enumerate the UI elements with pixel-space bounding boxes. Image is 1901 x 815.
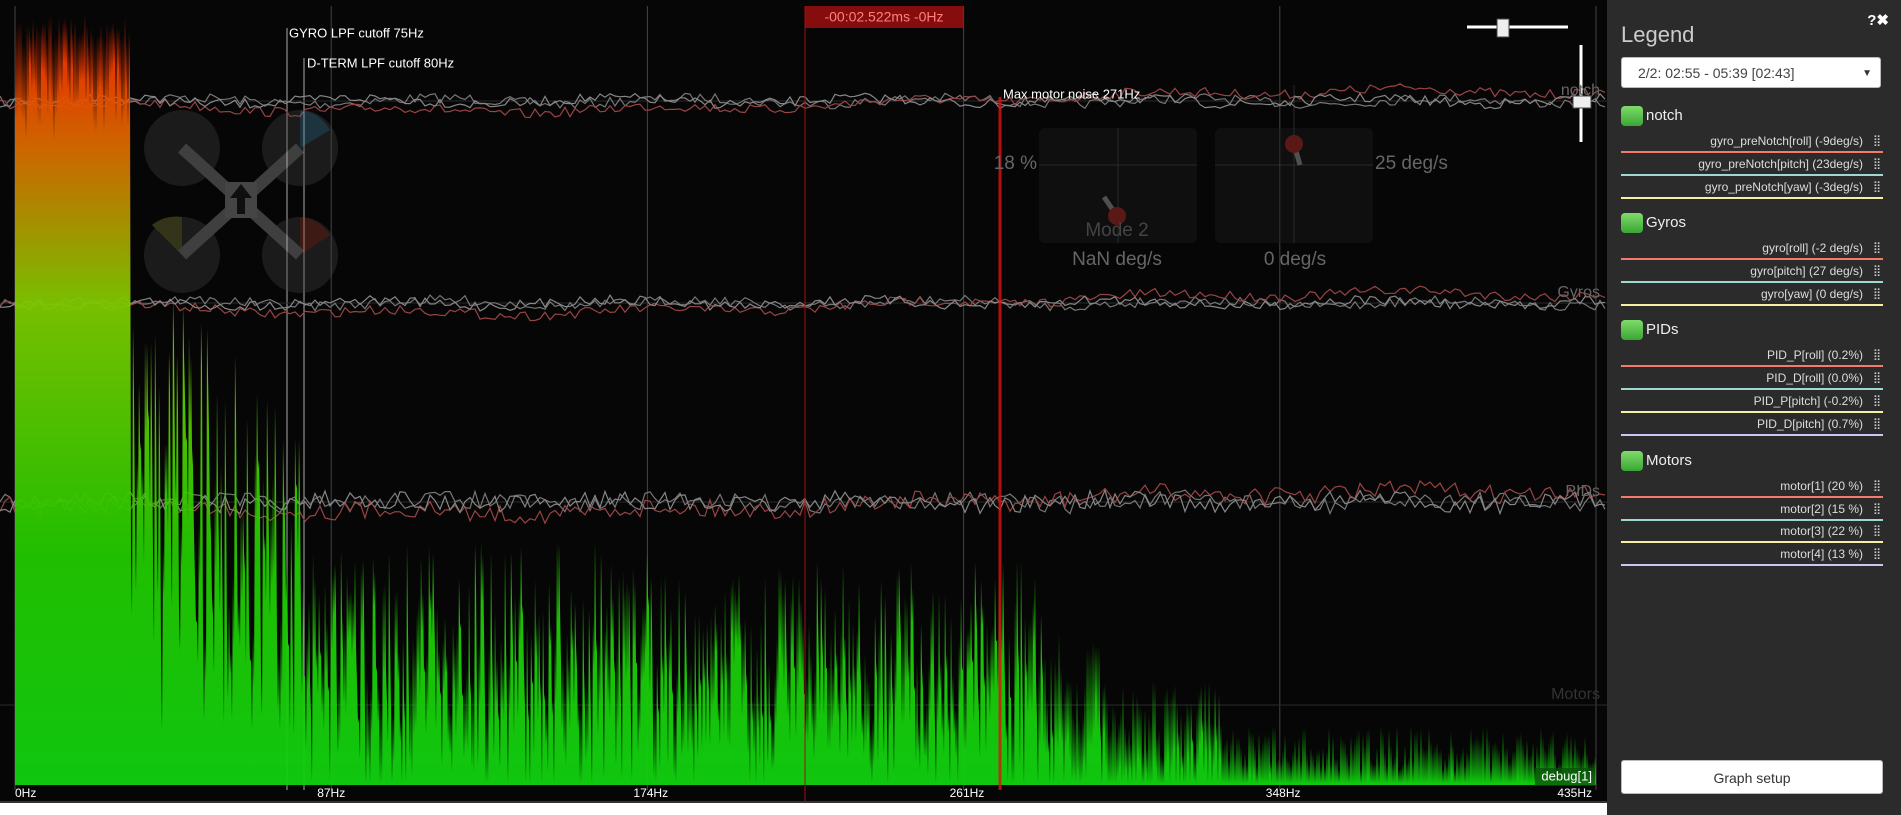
group-name: Gyros [1646,213,1687,231]
legend-item-text: PID_D[roll] (0.0%) [1766,371,1863,385]
legend-item-text: PID_P[pitch] (-0.2%) [1753,394,1863,408]
legend-group[interactable]: Motors [1621,451,1692,471]
frequency-tick: 348Hz [1266,786,1301,800]
trace [0,294,1606,312]
trace [0,285,1606,322]
legend-item[interactable]: gyro_preNotch[pitch] (23deg/s) ⣿ [1621,154,1883,176]
frequency-tick: 435Hz [1557,786,1592,800]
spectrum [15,14,1596,786]
analyser-icon[interactable]: ⣿ [1872,242,1881,254]
time-label-box [805,6,963,28]
throttle: 18 % [994,153,1037,174]
legend-item-text: gyro_preNotch[roll] (-9deg/s) [1710,134,1863,148]
group-toggle[interactable] [1621,451,1643,471]
analyser-icon[interactable]: ⣿ [1872,265,1881,277]
legend-item-text: PID_D[pitch] (0.7%) [1756,417,1863,431]
annotation: D-TERM LPF cutoff 80Hz [307,55,454,70]
trace [0,294,1606,312]
legend-item[interactable]: motor[3] (22 %) ⣿ [1621,521,1883,544]
craft-icon [144,110,338,293]
group-toggle[interactable] [1621,213,1643,233]
analyser-icon[interactable]: ⣿ [1872,480,1881,492]
trace [0,83,1606,119]
legend-group[interactable]: notch [1621,106,1683,126]
zoom-slider[interactable] [1467,18,1592,142]
legend-item[interactable]: gyro_preNotch[yaw] (-3deg/s) ⣿ [1621,177,1883,199]
legend-item[interactable]: PID_P[pitch] (-0.2%) ⣿ [1621,391,1883,413]
legend-group[interactable]: PIDs [1621,320,1679,340]
legend-item-text: gyro_preNotch[yaw] (-3deg/s) [1704,180,1863,194]
group-name: Motors [1646,451,1692,469]
group-toggle[interactable] [1621,106,1643,126]
analyser-icon[interactable]: ⣿ [1872,349,1881,361]
analyser-icon[interactable]: ⣿ [1872,288,1881,300]
analyser-icon[interactable]: ⣿ [1872,547,1881,560]
legend-item[interactable]: gyro[pitch] (27 deg/s) ⣿ [1621,261,1883,283]
legend-panel: Legend ?✖ 2/2: 02:55 - 05:39 [02:43] ▼ no… [1607,0,1901,815]
legend-item-text: motor[1] (20 %) [1780,479,1863,493]
analyser-icon[interactable]: ⣿ [1872,502,1881,515]
log-selector-text: 2/2: 02:55 - 05:39 [02:43] [1638,65,1795,81]
group-label: Gyros [1557,284,1600,301]
log-selector[interactable]: 2/2: 02:55 - 05:39 [02:43] ▼ [1621,57,1881,88]
group-name: notch [1646,106,1683,124]
graph-setup-button[interactable]: Graph setup [1621,760,1883,794]
legend-item[interactable]: motor[1] (20 %) ⣿ [1621,476,1883,498]
legend-item-text: gyro[yaw] (0 deg/s) [1760,287,1863,301]
analyser-icon[interactable]: ⣿ [1872,372,1881,384]
debug-label: debug[1] [1541,768,1592,783]
analyser-icon[interactable]: ⣿ [1872,525,1881,538]
graph: -00:02.522ms -0Hz GYRO LPF cutoff 75Hz D… [0,0,1607,803]
frequency-tick: 87Hz [317,786,345,800]
sticks [1039,85,1373,243]
analyser-icon[interactable]: ⣿ [1872,181,1881,193]
group-label: notch [1561,82,1600,99]
legend-item[interactable]: motor[4] (13 %) ⣿ [1621,544,1883,566]
legend-controls[interactable]: ?✖ [1867,12,1889,29]
legend-title: Legend [1621,22,1695,47]
right-rate: 0 deg/s [1264,249,1326,270]
group-name: PIDs [1646,320,1679,338]
legend-item[interactable]: motor[2] (15 %) ⣿ [1621,499,1883,521]
craft-readouts: 18 % 25 deg/s Mode 2 NaN deg/s 0 deg/s [994,153,1448,270]
group-label: PIDs [1565,483,1600,500]
left-rate: NaN deg/s [1072,249,1162,270]
analyser-icon[interactable]: ⣿ [1872,395,1881,407]
mode: Mode 2 [1085,220,1148,241]
legend-item-text: gyro[roll] (-2 deg/s) [1762,241,1863,255]
legend-item-text: PID_P[roll] (0.2%) [1766,348,1863,362]
group-toggle[interactable] [1621,320,1643,340]
annotation: Max motor noise 271Hz [1003,86,1140,101]
analyser-icon[interactable]: ⣿ [1872,418,1881,430]
yaw-rate: 25 deg/s [1375,153,1448,174]
analyser-icon[interactable]: ⣿ [1872,135,1881,147]
frequency-tick: 261Hz [950,786,985,800]
legend-item[interactable]: PID_D[pitch] (0.7%) ⣿ [1621,414,1883,436]
legend-item[interactable]: gyro[yaw] (0 deg/s) ⣿ [1621,284,1883,306]
analyser-icon[interactable]: ⣿ [1872,158,1881,170]
legend-item-text: motor[3] (22 %) [1780,524,1863,539]
legend-item-text: motor[4] (13 %) [1780,546,1863,561]
frequency-tick: 174Hz [633,786,668,800]
trace [0,92,1606,110]
traces [0,83,1607,706]
time-label: -00:02.522ms -0Hz [824,9,943,25]
annotation: GYRO LPF cutoff 75Hz [289,25,424,40]
debug-box [1535,768,1595,786]
legend-group[interactable]: Gyros [1621,213,1686,233]
legend-item-text: gyro_preNotch[pitch] (23deg/s) [1698,157,1863,171]
legend-item[interactable]: PID_P[roll] (0.2%) ⣿ [1621,345,1883,367]
legend-item-text: gyro[pitch] (27 deg/s) [1750,264,1863,278]
frequency-tick: 0Hz [15,786,36,800]
legend-item[interactable]: gyro[roll] (-2 deg/s) ⣿ [1621,238,1883,260]
legend-item[interactable]: gyro_preNotch[roll] (-9deg/s) ⣿ [1621,131,1883,153]
group-label: Motors [1551,686,1600,703]
legend-item[interactable]: PID_D[roll] (0.0%) ⣿ [1621,368,1883,390]
legend-item-text: motor[2] (15 %) [1780,501,1863,516]
